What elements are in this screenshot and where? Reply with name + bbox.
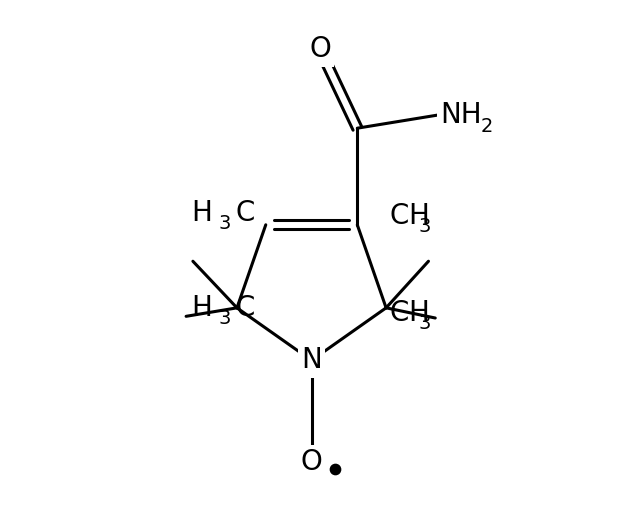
- Text: NH: NH: [440, 101, 482, 128]
- Text: H: H: [408, 299, 429, 327]
- Text: H: H: [191, 199, 212, 227]
- Text: 3: 3: [418, 217, 431, 236]
- Text: H: H: [408, 203, 429, 230]
- Text: 3: 3: [218, 214, 230, 233]
- Text: C: C: [390, 203, 409, 230]
- Text: N: N: [301, 346, 322, 374]
- Text: O: O: [309, 35, 331, 63]
- Text: 3: 3: [418, 314, 431, 333]
- Text: O: O: [301, 448, 323, 476]
- Text: C: C: [236, 199, 255, 227]
- Text: C: C: [390, 299, 409, 327]
- Text: C: C: [236, 294, 255, 322]
- Text: 3: 3: [218, 308, 230, 327]
- Point: [330, 465, 340, 473]
- Text: H: H: [191, 294, 212, 322]
- Text: 2: 2: [480, 117, 493, 136]
